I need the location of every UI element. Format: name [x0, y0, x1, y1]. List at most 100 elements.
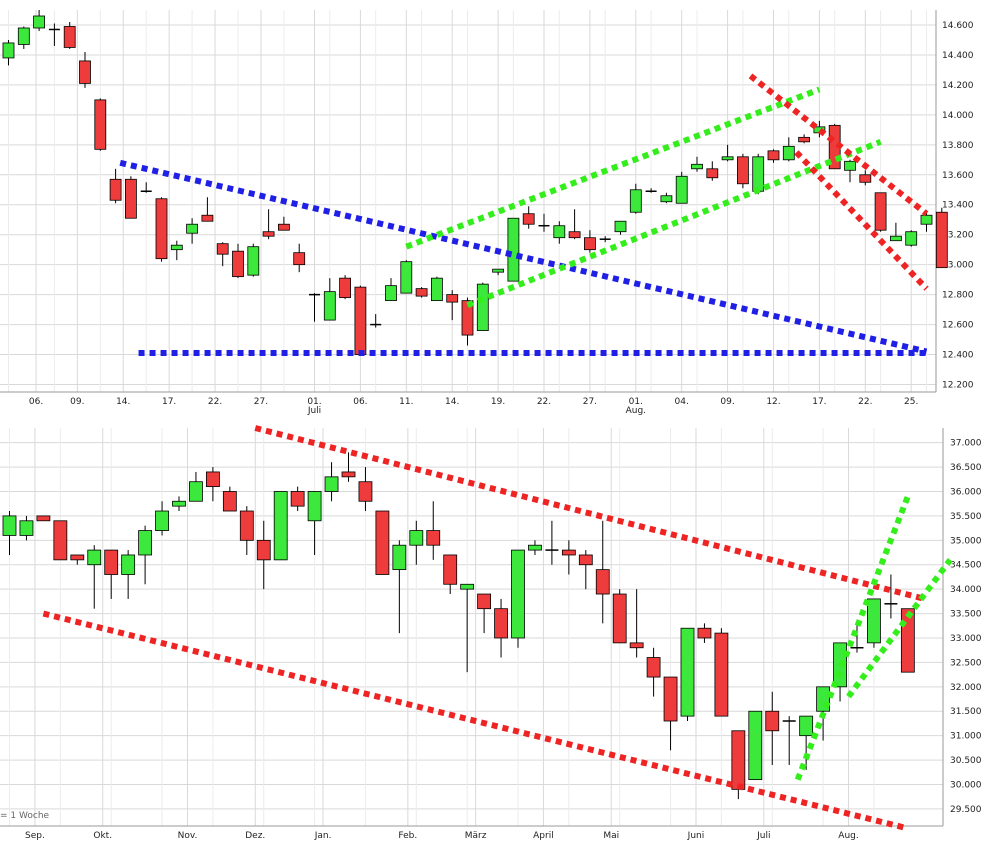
candle [884, 574, 898, 619]
candle [867, 598, 881, 648]
candle [121, 550, 136, 599]
y-tick-label: 34.000 [950, 585, 982, 595]
candle [568, 209, 581, 240]
y-tick-label: 12.600 [942, 321, 974, 331]
candle [584, 230, 596, 253]
candle-body [109, 178, 122, 201]
y-tick-label: 13.800 [942, 141, 974, 151]
candle-body [232, 250, 244, 278]
candle [492, 268, 505, 276]
x-tick-label: 12. [766, 397, 780, 407]
candle-body [935, 211, 948, 269]
candle [205, 467, 220, 502]
x-tick-label: 25. [904, 397, 918, 407]
candle-body [507, 217, 520, 282]
candle-body [426, 530, 441, 546]
y-tick-label: 13.600 [942, 171, 974, 181]
candle-body [323, 291, 336, 321]
candle-body [400, 261, 413, 294]
candle [721, 144, 734, 162]
candle [799, 715, 814, 770]
candle-body [409, 530, 424, 546]
candle-body [476, 283, 489, 331]
candle-body [595, 569, 610, 595]
candle-body [446, 294, 459, 303]
candle-body [612, 593, 627, 644]
candle [79, 51, 91, 88]
candle-body [874, 192, 887, 231]
candle-body [511, 549, 525, 639]
x-tick-label: April [533, 831, 554, 841]
candle-body [905, 231, 918, 246]
x-tick-label: Okt. [93, 831, 112, 841]
candle-body [737, 156, 749, 185]
y-tick-label: 14.000 [942, 111, 974, 121]
candle-body [94, 99, 107, 150]
candle [189, 471, 203, 502]
candle-body [461, 300, 474, 336]
candle [172, 496, 186, 512]
candle [17, 26, 30, 49]
candle-body [17, 27, 30, 45]
candle-body [36, 515, 51, 522]
y-tick-label: 12.200 [942, 381, 974, 391]
candle [170, 240, 183, 261]
candle-body [222, 491, 237, 512]
candle [697, 623, 712, 643]
x-tick-sublabel: Juli [307, 406, 321, 416]
x-tick-label: März [465, 831, 487, 841]
candle [446, 290, 459, 321]
candle [104, 549, 119, 599]
candle [691, 156, 703, 172]
candle [476, 282, 489, 331]
candle-body [568, 231, 581, 239]
candle [859, 170, 872, 186]
candle [714, 628, 729, 717]
candle-body [477, 593, 492, 610]
candle [339, 275, 352, 300]
candle-body [375, 510, 390, 575]
candle [850, 623, 864, 653]
candle [2, 511, 17, 555]
y-tick-labels: 29.500 30.000 30.500 31.000 31.500 32.000 32.5… [950, 439, 982, 815]
x-tick-label: 19. [491, 397, 505, 407]
candle-body [614, 220, 627, 233]
candle-body [752, 156, 765, 192]
x-tick-label: Mai [603, 831, 619, 841]
candle-body [646, 657, 661, 678]
candle [561, 540, 576, 575]
candle [70, 554, 85, 565]
x-tick-label: 14. [116, 397, 130, 407]
candle-body [706, 168, 719, 179]
candle [125, 176, 137, 219]
candle [239, 506, 254, 555]
candle-body [307, 491, 322, 522]
candle [443, 554, 458, 595]
candle [370, 314, 382, 328]
candle [293, 243, 306, 273]
candle-body [239, 510, 254, 541]
y-tick-label: 14.200 [942, 81, 974, 91]
candle-body [341, 471, 356, 478]
candle-body [262, 231, 275, 237]
x-tick-label: 17. [812, 397, 826, 407]
candle [460, 583, 475, 673]
grid [0, 10, 936, 392]
y-tick-label: 35.000 [950, 536, 982, 546]
candle [358, 467, 373, 512]
candle [140, 182, 152, 193]
x-tick-label: 01. [629, 397, 643, 407]
x-tick-label: 09. [720, 397, 734, 407]
y-tick-label: 36.000 [950, 487, 982, 497]
candle [155, 501, 169, 536]
candle-body [70, 554, 85, 561]
y-tick-label: 31.500 [950, 707, 982, 717]
candle [935, 207, 948, 269]
y-tick-label: 37.000 [950, 439, 982, 449]
x-tick-label: Aug. [838, 831, 858, 841]
trendline [405, 86, 821, 250]
trendline [748, 73, 929, 217]
candle [461, 297, 474, 346]
candle [629, 183, 642, 214]
candle [595, 520, 610, 624]
